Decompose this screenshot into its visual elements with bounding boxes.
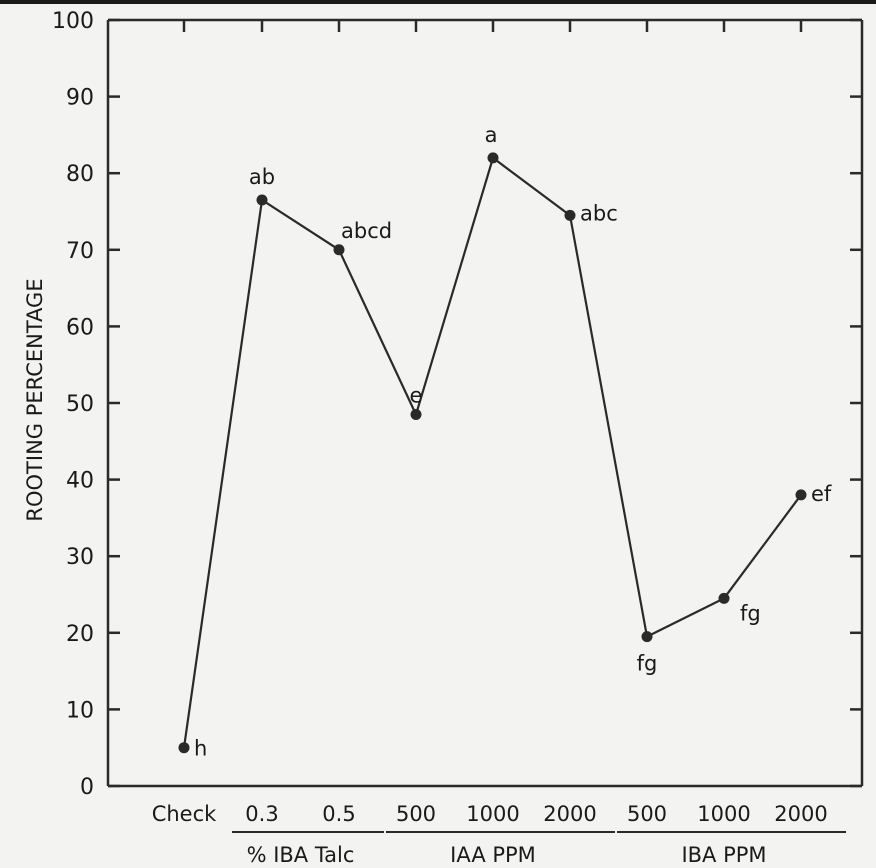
point-label: ab (249, 165, 275, 189)
point-label: fg (740, 601, 761, 625)
group-label: % IBA Talc (247, 843, 355, 867)
x-tick-label: 500 (396, 802, 436, 826)
x-tick-label: 1000 (466, 802, 519, 826)
x-tick-label: 2000 (774, 802, 827, 826)
group-label: IBA PPM (681, 843, 766, 867)
axis-ticks (108, 18, 862, 788)
group-label: IAA PPM (450, 843, 536, 867)
data-point (564, 209, 576, 221)
y-tick-label: 70 (66, 239, 94, 264)
y-axis-title: ROOTING PERCENTAGE (23, 278, 47, 521)
data-point (333, 244, 345, 256)
x-tick-label: 0.3 (245, 802, 278, 826)
y-tick-label: 40 (66, 469, 94, 494)
y-tick-label: 50 (66, 392, 94, 417)
y-tick-label: 0 (80, 775, 94, 800)
data-point (795, 489, 807, 501)
y-tick-label: 100 (52, 9, 94, 34)
data-point (641, 631, 653, 643)
y-tick-label: 30 (66, 545, 94, 570)
x-tick-label: 2000 (543, 802, 596, 826)
y-tick-label: 60 (66, 315, 94, 340)
data-point (487, 152, 499, 164)
y-tick-label: 10 (66, 698, 94, 723)
y-tick-label: 80 (66, 162, 94, 187)
category-groups: % IBA Talc IAA PPM IBA PPM (232, 831, 846, 867)
point-label: fg (637, 652, 658, 676)
top-border (0, 0, 876, 4)
x-tick-label: 0.5 (322, 802, 355, 826)
point-label: a (485, 123, 498, 147)
point-label: abcd (341, 219, 392, 243)
point-label: e (410, 383, 423, 407)
point-labels: h ab abcd e a abc fg fg ef (194, 123, 832, 761)
point-label: h (194, 737, 207, 761)
x-tick-label: Check (152, 802, 217, 826)
x-tick-label: 500 (627, 802, 667, 826)
data-point (178, 742, 190, 754)
data-point (718, 592, 730, 604)
data-point (256, 194, 268, 206)
data-point (410, 408, 422, 420)
x-tick-label: 1000 (697, 802, 750, 826)
point-label: abc (580, 201, 618, 225)
x-tick-labels: Check 0.3 0.5 500 1000 2000 500 1000 2000 (152, 802, 828, 826)
data-points (178, 152, 807, 754)
y-tick-label: 90 (66, 86, 94, 111)
y-tick-labels: 0 10 20 30 40 50 60 70 80 90 100 (52, 9, 94, 800)
y-tick-label: 20 (66, 622, 94, 647)
point-label: ef (811, 482, 832, 506)
